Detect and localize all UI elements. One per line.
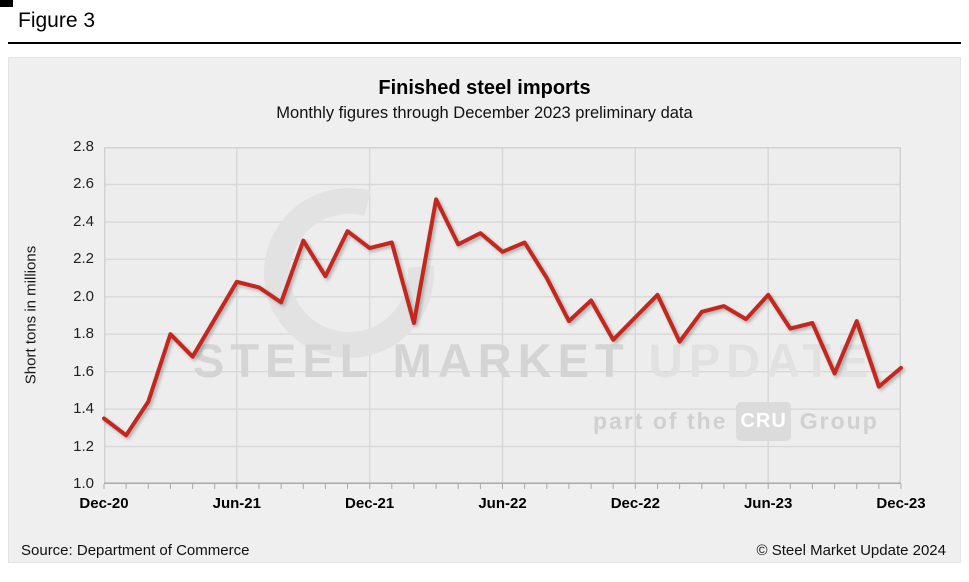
- y-tick-label: 1.6: [73, 362, 94, 380]
- watermark-text: STEEL MARKET UPDATE: [193, 337, 875, 384]
- x-tick-label: Jun-22: [478, 495, 527, 512]
- watermark-group: Group: [799, 408, 879, 434]
- y-tick-label: 1.0: [73, 475, 94, 492]
- x-tick-label: Dec-20: [79, 495, 129, 512]
- smu-crescent-logo-watermark: [263, 188, 434, 359]
- x-tick-label: Dec-21: [345, 495, 395, 512]
- y-tick-label: 2.4: [73, 212, 94, 230]
- imports-line-series: [102, 197, 903, 438]
- plot-area: STEEL MARKET UPDATE part of the CRU Grou…: [102, 147, 903, 489]
- figure-label: Figure 3: [18, 9, 96, 32]
- copyright-note: © Steel Market Update 2024: [756, 542, 947, 559]
- data-series-layer: [102, 197, 903, 438]
- y-tick-label: 2.2: [73, 250, 94, 268]
- x-tick-label: Dec-22: [610, 495, 660, 512]
- x-tick-label: Dec-23: [876, 495, 926, 512]
- chart-subtitle: Monthly figures through December 2023 pr…: [276, 104, 693, 122]
- cru-logo-badge: CRU: [736, 402, 791, 441]
- title-divider-rule: [8, 42, 961, 44]
- watermark-subtext: part of the CRU Group: [593, 402, 879, 441]
- y-tick-label: 2.6: [73, 175, 94, 193]
- y-tick-label: 2.0: [73, 287, 94, 305]
- x-tick-label: Jun-21: [212, 495, 261, 512]
- y-tick-label: 1.8: [73, 325, 94, 343]
- watermark-update: UPDATE: [629, 334, 875, 387]
- y-tick-label: 2.8: [73, 138, 94, 155]
- chart-title: Finished steel imports: [378, 77, 591, 99]
- y-tick-label: 1.2: [73, 437, 94, 455]
- watermark-part-of-the: part of the: [593, 408, 728, 434]
- source-note: Source: Department of Commerce: [21, 542, 250, 559]
- y-axis-title: Short tons in millions: [22, 245, 40, 385]
- screenshot-corner-artifact: [0, 0, 13, 7]
- watermark-steel-market: STEEL MARKET: [193, 334, 630, 387]
- x-tick-label: Jun-23: [743, 495, 793, 512]
- y-tick-label: 1.4: [73, 400, 94, 418]
- chart-panel: Finished steel imports Monthly figures t…: [8, 57, 961, 563]
